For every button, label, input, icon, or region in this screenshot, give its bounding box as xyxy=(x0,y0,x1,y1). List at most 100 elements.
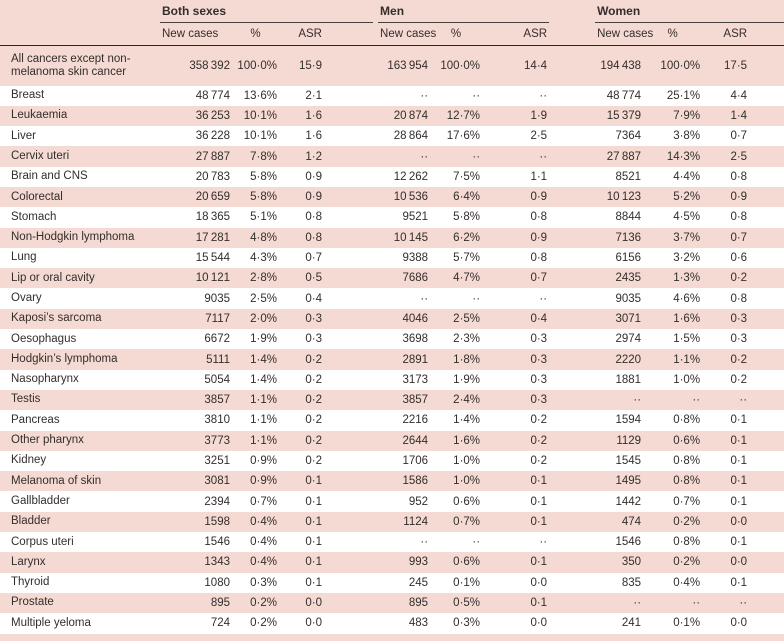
group-label-women: Women xyxy=(595,0,784,23)
cell-women-new-cases: 1129 xyxy=(616,434,642,447)
cell-both-sexes-pct: 0·2% xyxy=(250,617,277,630)
cell-gap xyxy=(324,471,378,491)
cell-men-asr: 0·3 xyxy=(530,394,548,407)
cell-women-pct: 1·6% xyxy=(673,312,701,325)
cell-men-pct: 0·1% xyxy=(453,576,481,589)
cell-both-sexes-new-cases: 358 392 xyxy=(189,59,230,72)
cell-gap xyxy=(549,512,595,532)
cell-both-sexes-new-cases: 17 281 xyxy=(195,231,230,244)
cell-both-sexes-pct: 0·7% xyxy=(250,495,277,508)
cell-men-pct: 6·4% xyxy=(453,191,481,204)
group-gap xyxy=(549,0,595,23)
cell-both-sexes-pct: 7·8% xyxy=(250,150,277,163)
cell-men-new-cases: 4046 xyxy=(402,312,429,325)
cell-men-pct: 7·5% xyxy=(453,170,481,183)
cell-women-pct: 0·2% xyxy=(673,515,701,528)
cell-gap xyxy=(324,106,378,126)
cell-both-sexes-asr: 0·7 xyxy=(305,252,322,265)
table-body: All cancers except non-melanoma skin can… xyxy=(0,45,784,634)
cell-both-sexes-pct: 1·4% xyxy=(250,353,277,366)
cell-both-sexes-pct: 0·9% xyxy=(250,475,277,488)
cell-both-sexes-pct: 10·1% xyxy=(243,130,277,143)
cell-both-sexes-pct: 4·8% xyxy=(250,231,277,244)
cell-men-new-cases: 952 xyxy=(408,495,429,508)
cell-men-asr: ·· xyxy=(539,89,548,102)
table-row: Brain and CNS 20 783 5·8% 0·9 12 262 7·5… xyxy=(0,166,784,187)
cell-both-sexes-new-cases: 3773 xyxy=(204,434,230,447)
cell-women-pct: 7·9% xyxy=(673,109,701,122)
cell-gap xyxy=(324,390,378,410)
cell-gap xyxy=(324,268,378,288)
cell-both-sexes-new-cases: 48 774 xyxy=(195,89,230,102)
row-label: Colorectal xyxy=(11,190,63,203)
cell-both-sexes-asr: 0·2 xyxy=(305,353,322,366)
cell-both-sexes-asr: 0·0 xyxy=(305,617,322,630)
cell-women-pct: 100·0% xyxy=(660,59,701,72)
cell-gap xyxy=(749,390,784,410)
cell-women-new-cases: 10 123 xyxy=(606,191,642,204)
cell-both-sexes-pct: 5·8% xyxy=(250,191,277,204)
cell-men-asr: 0·9 xyxy=(530,191,548,204)
sub-header-empty xyxy=(0,23,160,46)
cell-both-sexes-new-cases: 895 xyxy=(210,597,230,610)
cell-men-asr: 1·9 xyxy=(530,109,548,122)
cell-both-sexes-new-cases: 2394 xyxy=(204,495,230,508)
cell-men-pct: 1·0% xyxy=(453,454,481,467)
cell-gap xyxy=(324,512,378,532)
cell-both-sexes-asr: 0·2 xyxy=(305,434,322,447)
cell-men-new-cases: 895 xyxy=(408,597,429,610)
cell-women-asr: 1·4 xyxy=(730,109,748,122)
cell-both-sexes-asr: 15·9 xyxy=(298,59,322,72)
cell-men-pct: 0·6% xyxy=(453,495,481,508)
cell-gap xyxy=(749,46,784,86)
cell-women-pct: 4·4% xyxy=(673,170,701,183)
cell-both-sexes-pct: 0·4% xyxy=(250,556,277,569)
cell-gap xyxy=(749,593,784,613)
cell-gap xyxy=(549,431,595,451)
cell-women-new-cases: ·· xyxy=(633,597,642,610)
cell-gap xyxy=(324,288,378,308)
table-row: Other pharynx 3773 1·1% 0·2 2644 1·6% 0·… xyxy=(0,430,784,451)
cell-gap xyxy=(749,451,784,471)
cell-men-new-cases: 2216 xyxy=(402,414,429,427)
sub-header-both-asr: ASR xyxy=(279,23,324,46)
cell-both-sexes-asr: 0·1 xyxy=(305,515,322,528)
cell-men-new-cases: 1124 xyxy=(403,515,429,528)
cell-gap xyxy=(549,573,595,593)
cell-both-sexes-pct: 1·4% xyxy=(250,373,277,386)
row-label: All cancers except non-melanoma skin can… xyxy=(11,52,131,78)
cell-both-sexes-asr: 0·4 xyxy=(305,292,322,305)
table-row: Non-Hodgkin lymphoma 17 281 4·8% 0·8 10 … xyxy=(0,227,784,248)
cell-gap xyxy=(324,309,378,329)
cell-both-sexes-pct: 13·6% xyxy=(243,89,277,102)
cell-gap xyxy=(324,146,378,166)
cell-women-pct: 0·6% xyxy=(673,434,701,447)
cell-men-asr: 14·4 xyxy=(524,59,548,72)
cell-both-sexes-asr: 0·3 xyxy=(305,333,322,346)
cell-women-new-cases: ·· xyxy=(633,394,642,407)
cell-gap xyxy=(324,86,378,106)
sub-header-row: New cases % ASR New cases % ASR New case… xyxy=(0,23,784,46)
cell-men-asr: 0·8 xyxy=(530,252,548,265)
cell-gap xyxy=(324,167,378,187)
cell-men-new-cases: 20 874 xyxy=(393,109,429,122)
cell-men-pct: 4·7% xyxy=(453,272,481,285)
cell-women-pct: 1·5% xyxy=(673,333,701,346)
cell-both-sexes-new-cases: 10 121 xyxy=(195,272,230,285)
cell-women-asr: 0·2 xyxy=(730,353,748,366)
cell-gap xyxy=(749,349,784,369)
cell-men-pct: 100·0% xyxy=(440,59,481,72)
table-row: All cancers except non-melanoma skin can… xyxy=(0,45,784,86)
row-label: Brain and CNS xyxy=(11,170,88,183)
cell-gap xyxy=(749,370,784,390)
cell-both-sexes-asr: 1·6 xyxy=(305,130,322,143)
cell-men-asr: 0·0 xyxy=(530,576,548,589)
cell-men-pct: 12·7% xyxy=(446,109,481,122)
cell-gap xyxy=(549,86,595,106)
cell-gap xyxy=(549,613,595,633)
cell-women-pct: 0·7% xyxy=(673,495,701,508)
cell-gap xyxy=(549,126,595,146)
cell-men-new-cases: 2644 xyxy=(402,434,429,447)
cell-gap xyxy=(549,228,595,248)
